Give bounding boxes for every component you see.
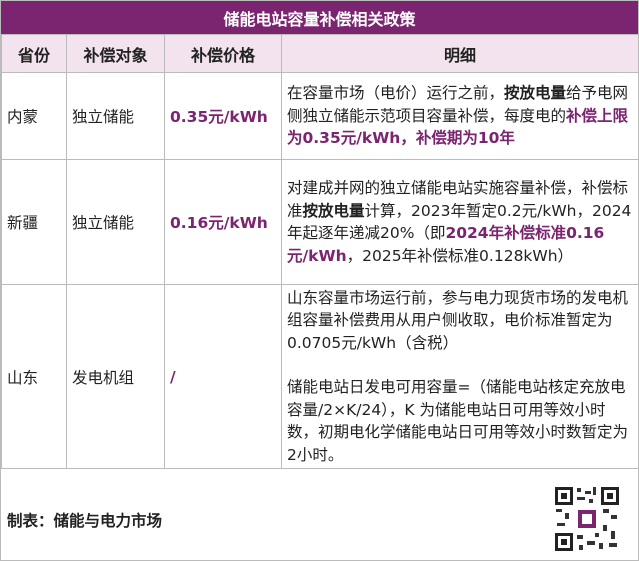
detail-text: ，2025年补偿标准0.128kWh） bbox=[346, 246, 574, 265]
price: / bbox=[164, 284, 282, 469]
province: 内蒙 bbox=[1, 72, 67, 160]
footer: 制表：储能与电力市场 bbox=[1, 468, 638, 561]
price: 0.35元/kWh bbox=[164, 72, 282, 160]
detail-text: 给予电网侧独立储能示范项目容量补偿，每度电的 bbox=[287, 84, 629, 125]
row: 山东 发电机组 / 山东容量市场运行前，参与电力现货市场的发电机组容量补偿费用从… bbox=[1, 284, 639, 469]
detail-highlight: 2024年补偿标准0.16元/kWh bbox=[287, 224, 605, 265]
detail: 对建成并网的独立储能电站实施容量补偿，补偿标准按放电量计算，2023年暂定0.2… bbox=[281, 159, 639, 285]
target: 发电机组 bbox=[66, 284, 165, 469]
target: 独立储能 bbox=[66, 159, 165, 285]
row: 新疆 独立储能 0.16元/kWh 对建成并网的独立储能电站实施容量补偿，补偿标… bbox=[1, 159, 639, 285]
detail: 山东容量市场运行前，参与电力现货市场的发电机组容量补偿费用从用户侧收取，电价标准… bbox=[281, 284, 639, 469]
column-header: 补偿价格 bbox=[164, 34, 282, 73]
detail-text: 计算，2023年暂定0.2元/kWh，2024年起逐年递减20%（即 bbox=[287, 201, 632, 243]
column-header: 补偿对象 bbox=[66, 34, 165, 73]
detail-bold: 按放电量 bbox=[504, 84, 567, 103]
header-row: 省份 补偿对象 补偿价格 明细 bbox=[1, 34, 639, 73]
detail-paragraph: 山东容量市场运行前，参与电力现货市场的发电机组容量补偿费用从用户侧收取，电价标准… bbox=[287, 288, 629, 352]
column-header: 省份 bbox=[1, 34, 67, 73]
province: 山东 bbox=[1, 284, 67, 469]
detail-highlight: 补偿上限为0.35元/kWh，补偿期为10年 bbox=[287, 106, 629, 148]
qr-code bbox=[553, 485, 621, 553]
target: 独立储能 bbox=[66, 72, 165, 160]
price: 0.16元/kWh bbox=[164, 159, 282, 285]
detail-paragraph: 储能电站日发电可用容量=（储能电站核定充放电容量/2×K/24），K 为储能电站… bbox=[287, 378, 629, 464]
detail-text: 在容量市场（电价）运行之前， bbox=[287, 84, 505, 103]
source: 制表：储能与电力市场 bbox=[7, 512, 163, 530]
province: 新疆 bbox=[1, 159, 67, 285]
detail-text: 对建成并网的独立储能电站实施容量补偿，补偿标准 bbox=[287, 179, 629, 220]
detail: 在容量市场（电价）运行之前，按放电量给予电网侧独立储能示范项目容量补偿，每度电的… bbox=[281, 72, 639, 160]
title: 储能电站容量补偿相关政策 bbox=[1, 1, 638, 34]
column-header: 明细 bbox=[281, 34, 639, 73]
detail-bold: 按放电量 bbox=[302, 201, 365, 220]
row: 内蒙 独立储能 0.35元/kWh 在容量市场（电价）运行之前，按放电量给予电网… bbox=[1, 72, 639, 160]
policy-table: 省份 补偿对象 补偿价格 明细 内蒙 独立储能 0.35元/kWh 在容量市场（… bbox=[1, 34, 639, 469]
